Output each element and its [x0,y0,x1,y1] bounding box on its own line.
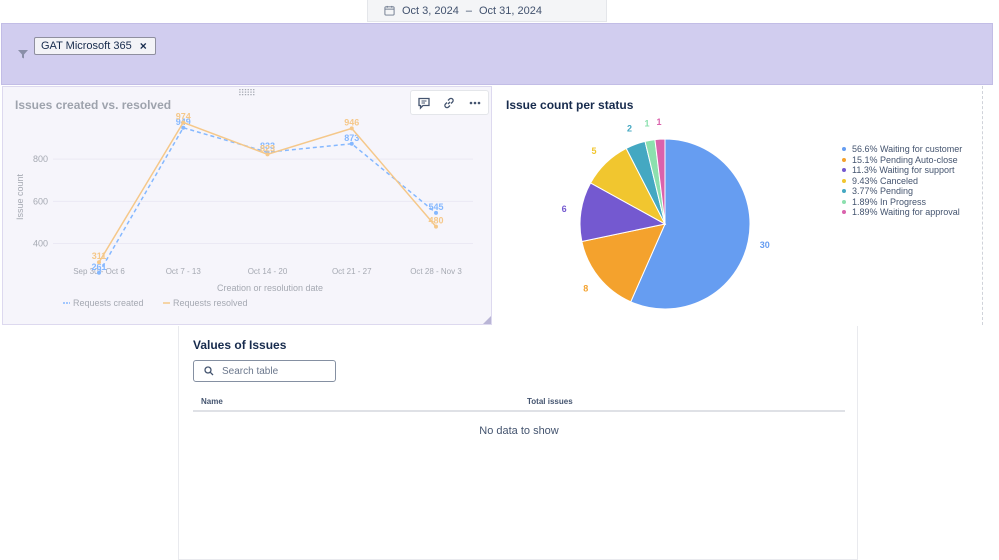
slice-label: 2 [627,123,632,133]
y-axis-title: Issue count [15,173,25,220]
issues-table-panel: Values of Issues Name Total issues No da… [178,326,858,560]
data-label: 545 [428,202,443,212]
more-icon [469,101,481,104]
comment-button[interactable] [416,95,432,111]
x-tick-label: Oct 28 - Nov 3 [410,267,462,276]
column-header-total-issues[interactable]: Total issues [527,397,573,406]
pie-slice [630,138,751,310]
legend-item[interactable]: 3.77% Pending [842,186,962,197]
pie-chart-panel: Issue count per status 30 8 6 5 2 1 1 56.6% Wa… [493,86,983,325]
slice-label: 8 [583,283,588,293]
legend-dot [842,147,846,152]
x-tick-label: Oct 21 - 27 [332,267,372,276]
legend-label: 11.3% Waiting for support [852,165,955,176]
data-label: 833 [260,141,275,151]
legend-label: 1.89% Waiting for approval [852,207,960,218]
legend-dot [842,178,846,183]
data-label: 261 [91,262,106,272]
legend-item[interactable]: 11.3% Waiting for support [842,165,962,176]
resize-handle[interactable] [483,316,491,324]
data-label: 946 [344,117,359,127]
filter-bar: GAT Microsoft 365 × [1,23,993,85]
table-header: Name Total issues [193,393,845,412]
search-icon [204,366,214,376]
line-chart-title: Issues created vs. resolved [15,98,172,112]
more-actions-button[interactable] [467,95,483,111]
panel-toolbar [410,90,489,115]
close-icon[interactable]: × [139,39,147,53]
filter-chip-label: GAT Microsoft 365 [41,40,132,52]
legend-label: Requests resolved [173,298,248,308]
legend-item[interactable]: 15.1% Pending Auto-close [842,155,962,166]
slice-label: 1 [644,119,649,129]
pie-chart: 30 8 6 5 2 1 1 [562,117,770,310]
calendar-icon [384,5,395,16]
data-label: 823 [260,143,275,153]
column-header-name[interactable]: Name [201,397,223,406]
data-point [181,120,186,125]
data-point [181,125,186,130]
y-tick-label: 400 [33,238,48,248]
x-tick-label: Oct 7 - 13 [166,267,202,276]
legend-dot [842,189,846,194]
data-point [434,210,438,215]
data-point [349,126,354,131]
data-point [97,270,101,275]
search-box [193,360,336,382]
legend-item[interactable]: 1.89% In Progress [842,197,962,208]
drag-handle-icon[interactable]: ⠿⠿⠿ [238,88,256,98]
slice-label: 1 [656,117,661,127]
data-point [265,152,270,157]
filter-icon[interactable] [17,48,29,60]
data-label: 974 [176,111,191,121]
legend-item[interactable]: 1.89% Waiting for approval [842,207,962,218]
date-range-end: Oct 31, 2024 [479,4,542,17]
data-label: 311 [92,251,107,261]
empty-state-message: No data to show [479,425,559,437]
copy-link-button[interactable] [441,95,457,111]
data-point [434,224,438,229]
line-chart-panel: 400 600 800 Sep 30 - Oct 6 Oct 7 - 13 Oct 14 … [2,86,492,325]
legend-item[interactable]: 9.43% Canceled [842,176,962,187]
legend-label: 15.1% Pending Auto-close [852,154,958,165]
legend-item[interactable]: 56.6% Waiting for customer [842,144,962,155]
legend-label: 1.89% In Progress [852,196,927,207]
y-tick-label: 600 [33,196,48,206]
pie-slice [581,223,666,303]
data-point [97,260,101,265]
slice-label: 6 [562,204,567,214]
legend-label: 56.6% Waiting for customer [852,144,963,155]
date-range-start: Oct 3, 2024 [402,4,459,17]
search-input[interactable] [222,365,322,377]
filter-chip[interactable]: GAT Microsoft 365 × [34,37,156,55]
link-icon [444,97,455,108]
pie-chart-title: Issue count per status [506,98,634,112]
legend-dot [842,168,846,173]
slice-label: 5 [591,146,596,156]
y-tick-label: 800 [33,154,48,164]
legend-label: 9.43% Canceled [852,175,919,186]
legend-dot [842,157,846,162]
x-axis-title: Creation or resolution date [217,283,323,293]
x-tick-label: Oct 14 - 20 [248,267,288,276]
legend-label: 3.77% Pending [852,186,914,197]
pie-legend: 56.6% Waiting for customer 15.1% Pending … [842,144,962,218]
data-point [349,141,354,146]
data-label: 873 [344,133,359,143]
legend-dot [842,210,846,215]
legend-dot [842,199,846,204]
date-range-picker[interactable]: Oct 3, 2024 – Oct 31, 2024 [367,0,607,22]
legend-label: Requests created [73,298,144,308]
date-range-separator: – [465,4,472,17]
data-label: 480 [428,216,443,226]
pie-slice [654,138,666,225]
table-title: Values of Issues [193,338,287,352]
comment-icon [418,97,430,110]
slice-label: 30 [760,240,770,250]
